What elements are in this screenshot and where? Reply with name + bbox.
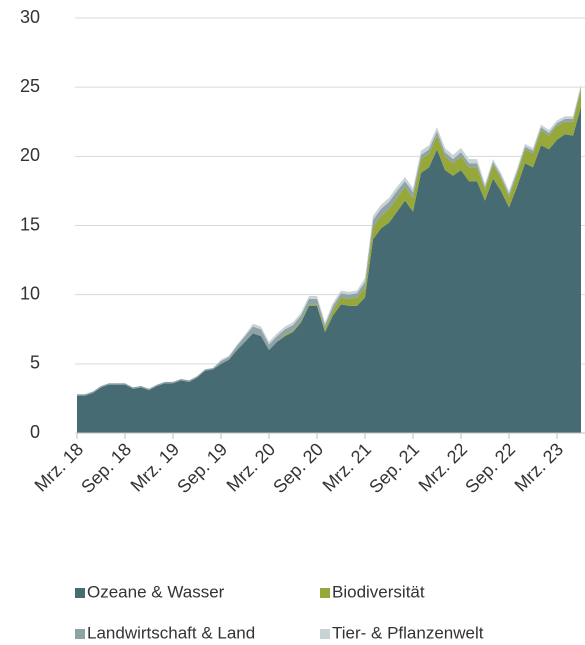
y-tick-label: 5	[30, 353, 40, 373]
legend-swatch	[320, 588, 330, 598]
x-tick-label: Mrz. 19	[127, 439, 184, 496]
legend-label: Ozeane & Wasser	[87, 582, 225, 601]
y-tick-label: 30	[20, 7, 40, 27]
legend-swatch	[75, 588, 85, 598]
x-tick-label: Sep. 20	[269, 439, 327, 497]
legend-label: Landwirtschaft & Land	[87, 623, 255, 642]
y-tick-label: 10	[20, 283, 40, 303]
y-tick-label: 25	[20, 76, 40, 96]
area	[77, 89, 581, 396]
y-tick-label: 15	[20, 214, 40, 234]
x-tick-label: Sep. 22	[461, 439, 519, 497]
y-tick-label: 20	[20, 145, 40, 165]
x-tick-label: Sep. 19	[173, 439, 231, 497]
legend-label: Biodiversität	[332, 582, 425, 601]
x-tick-label: Mrz. 18	[31, 439, 88, 496]
x-tick-label: Mrz. 23	[511, 439, 568, 496]
area	[77, 106, 581, 434]
legend-label: Tier- & Pflanzenwelt	[332, 623, 484, 642]
x-tick-label: Mrz. 22	[415, 439, 472, 496]
y-tick-label: 0	[30, 422, 40, 442]
x-tick-label: Sep. 21	[365, 439, 423, 497]
x-tick-label: Mrz. 21	[319, 439, 376, 496]
legend-swatch	[75, 629, 85, 639]
x-tick-label: Sep. 18	[77, 439, 135, 497]
x-tick-label: Mrz. 20	[223, 439, 280, 496]
legend-swatch	[320, 629, 330, 639]
